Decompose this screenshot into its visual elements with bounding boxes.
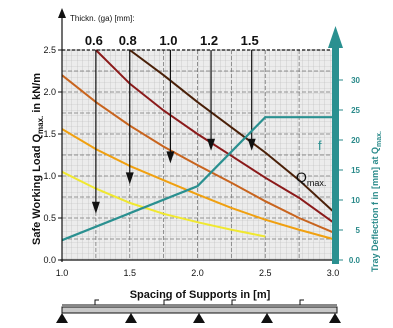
y2-tick-label: 15 [351,166,360,175]
x-tick-label: 3.0 [327,268,340,278]
support-triangle-icon [125,313,137,323]
y2-tick-label: 30 [351,76,360,85]
y2-axis-bar [332,44,339,264]
y2-tick-label: 20 [351,136,360,145]
x-tick-label: 2.5 [259,268,272,278]
x-tick-label: 1.0 [56,268,69,278]
x-axis-label: Spacing of Supports in [m] [130,289,271,301]
thickness-label-0.8: 0.8 [119,33,137,48]
beam-tick [299,299,304,305]
y2-axis-arrow-icon [328,26,343,48]
grid-lines [61,49,334,261]
y-tick-labels: 0.0 0.5 1.0 1.5 2.0 2.5 [43,45,62,265]
x-tick-label: 1.5 [123,268,136,278]
y2-axis-label: Tray Deflection f in [mm] at Qmax. [370,131,383,272]
down-arrow-icon [91,201,100,214]
x-tick-labels: 1.0 1.5 2.0 2.5 3.0 [56,268,340,278]
y-tick-label: 1.0 [43,171,56,181]
load-curve-1.0 [61,74,334,234]
beam [61,306,338,314]
beam-tick [94,299,99,305]
beam-tick [231,299,236,305]
y-axis-label: Safe Working Load Qmax. in kN/m [31,73,45,245]
y-tick-label: 0.0 [43,255,56,265]
beam-diagram [56,299,341,323]
y-tick-label: 1.5 [43,129,56,139]
thickness-label-0.6: 0.6 [85,33,103,48]
deflection-line [61,116,333,242]
y-tick-label: 2.5 [43,45,56,55]
y2-tick-label: 0.0 [349,256,361,265]
y-axis-label-main: Safe Working Load Q [31,134,43,245]
support-triangle-icon [329,313,341,323]
thickness-label-1.2: 1.2 [200,33,218,48]
thickness-caption: Thickn. (ga) [mm]: [70,14,134,23]
y2-axis-label-main: Tray Deflection f in [mm] at Q [370,147,380,272]
y2-tick-label: 5 [356,226,361,235]
down-arrow-icon [207,138,216,151]
down-arrow-icon [247,138,256,151]
y-axis-arrow-icon [58,8,66,18]
y2-tick-labels: 0.0 5 10 15 20 25 30 [339,76,361,265]
load-arrows [91,50,256,214]
beam-tick [163,299,168,305]
y-axis-label-sub: max. [36,116,45,134]
thickness-label-1.5: 1.5 [241,33,259,48]
load-curve-1.2 [95,49,334,224]
q-max-label-main: Q [296,169,307,185]
deflection-label: f [318,138,322,153]
q-max-label-sub: max. [307,178,327,188]
load-curve-1.5 [129,49,334,213]
support-triangle-icon [261,313,273,323]
x-tick-label: 2.0 [191,268,204,278]
support-triangle-icon [56,313,68,323]
y-tick-label: 2.0 [43,87,56,97]
y-axis-label-unit: in kN/m [31,73,43,116]
q-max-label: Qmax. [296,169,326,188]
thickness-label-1.0: 1.0 [159,33,177,48]
down-arrow-icon [166,151,175,164]
y-tick-label: 0.5 [43,213,56,223]
down-arrow-icon [125,172,134,185]
load-curve-0.8 [61,128,334,240]
y2-tick-label: 10 [351,196,360,205]
support-triangle-icon [193,313,205,323]
y2-axis-label-sub: max. [376,131,383,147]
y2-tick-label: 25 [351,106,360,115]
thickness-labels: 0.6 0.8 1.0 1.2 1.5 [85,33,259,48]
